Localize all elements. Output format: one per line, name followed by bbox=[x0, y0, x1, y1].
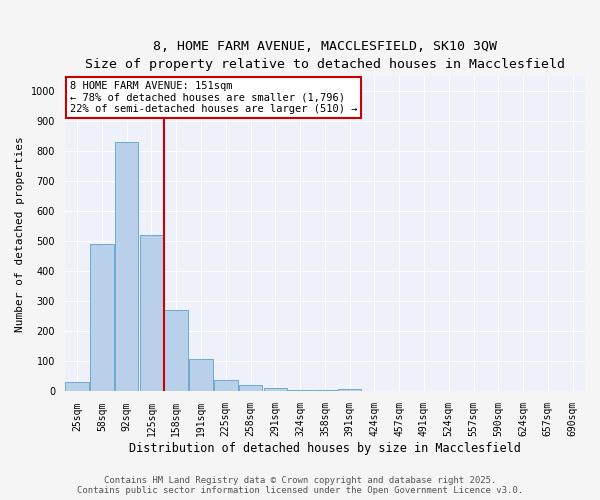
Title: 8, HOME FARM AVENUE, MACCLESFIELD, SK10 3QW
Size of property relative to detache: 8, HOME FARM AVENUE, MACCLESFIELD, SK10 … bbox=[85, 40, 565, 71]
Bar bbox=[239, 385, 262, 392]
Y-axis label: Number of detached properties: Number of detached properties bbox=[15, 136, 25, 332]
Text: 8 HOME FARM AVENUE: 151sqm
← 78% of detached houses are smaller (1,796)
22% of s: 8 HOME FARM AVENUE: 151sqm ← 78% of deta… bbox=[70, 81, 358, 114]
Bar bbox=[214, 380, 238, 392]
Bar bbox=[289, 390, 312, 392]
Bar bbox=[115, 142, 139, 392]
Bar bbox=[338, 389, 361, 392]
Text: Contains HM Land Registry data © Crown copyright and database right 2025.
Contai: Contains HM Land Registry data © Crown c… bbox=[77, 476, 523, 495]
Bar bbox=[313, 390, 337, 392]
Bar bbox=[164, 310, 188, 392]
Bar bbox=[90, 244, 114, 392]
Bar bbox=[140, 236, 163, 392]
Bar bbox=[65, 382, 89, 392]
Bar bbox=[263, 388, 287, 392]
X-axis label: Distribution of detached houses by size in Macclesfield: Distribution of detached houses by size … bbox=[129, 442, 521, 455]
Bar bbox=[189, 359, 213, 392]
